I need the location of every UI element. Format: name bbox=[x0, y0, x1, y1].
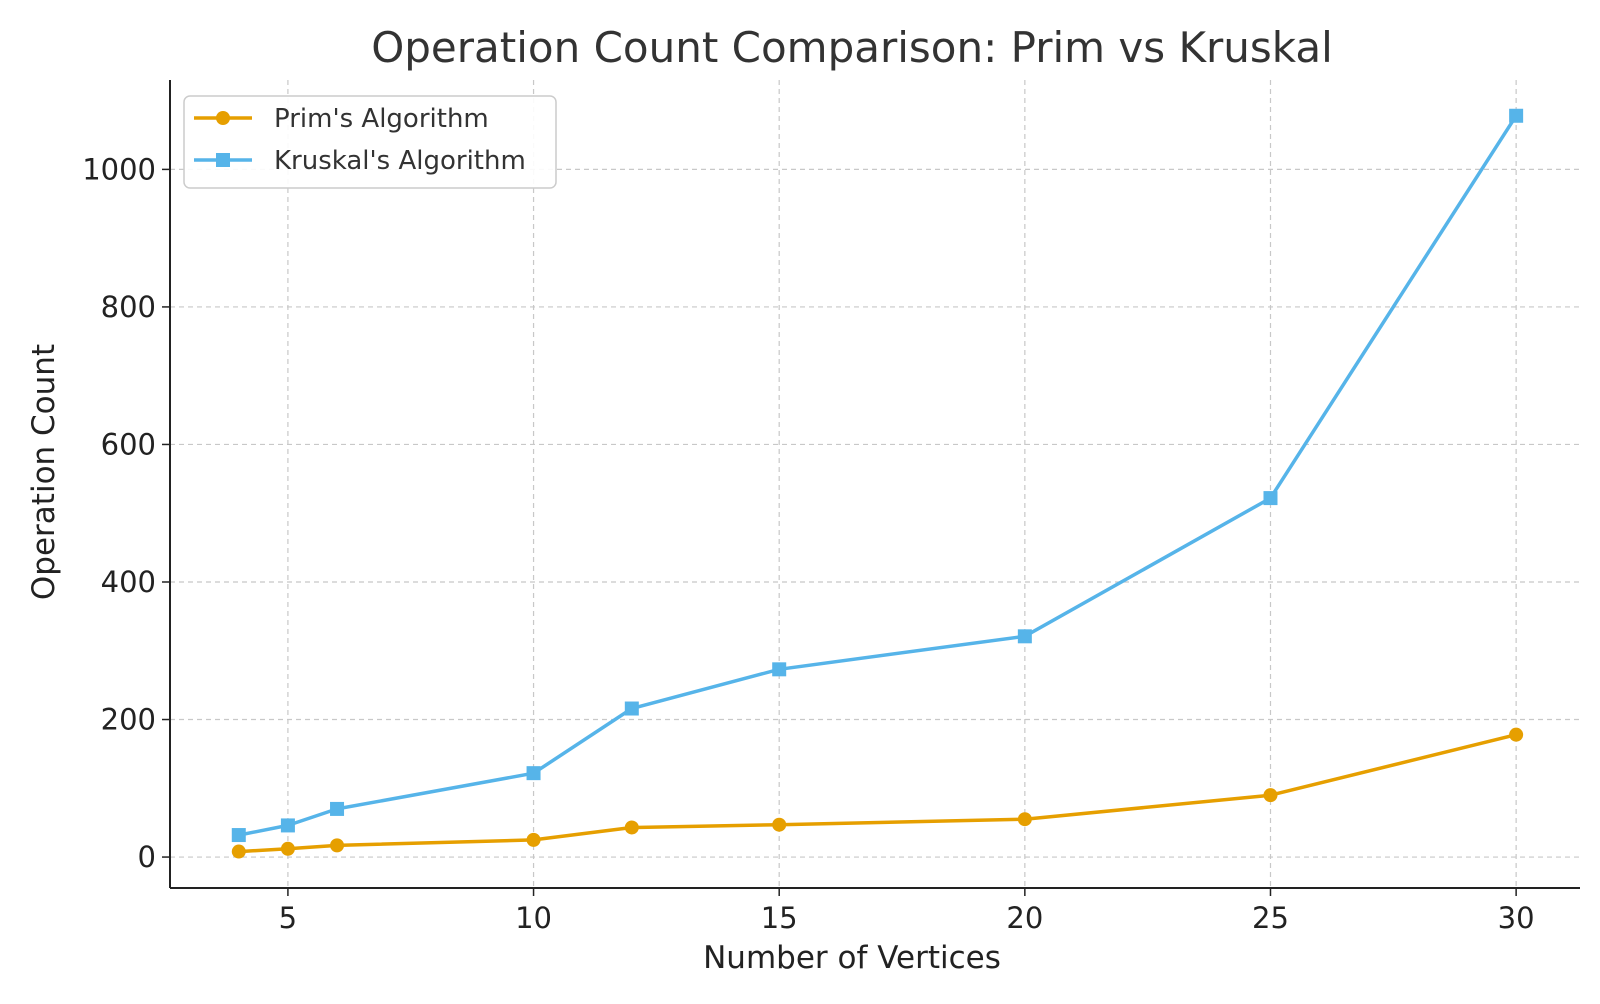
data-point-prim-s-algorithm bbox=[772, 817, 787, 832]
axes bbox=[162, 80, 1580, 896]
legend-frame bbox=[183, 95, 557, 189]
tick-labels: 5 10 15 20 25 30 0 200 400 600 800 1000 bbox=[82, 152, 1534, 935]
data-point-kruskal-s-algorithm bbox=[231, 828, 246, 843]
x-tick-label: 25 bbox=[1252, 901, 1289, 935]
data-point-kruskal-s-algorithm bbox=[772, 662, 787, 677]
y-tick-label: 600 bbox=[101, 427, 156, 461]
legend-marker-kruskal bbox=[216, 153, 230, 167]
data-point-prim-s-algorithm bbox=[1263, 788, 1278, 803]
y-tick-label: 0 bbox=[138, 840, 156, 874]
y-tick-label: 1000 bbox=[82, 152, 156, 186]
x-tick-label: 30 bbox=[1498, 901, 1535, 935]
y-tick-label: 800 bbox=[101, 290, 156, 324]
data-point-kruskal-s-algorithm bbox=[624, 701, 639, 716]
data-point-kruskal-s-algorithm bbox=[330, 801, 345, 816]
x-tick-label: 20 bbox=[1006, 901, 1043, 935]
y-tick-label: 400 bbox=[101, 565, 156, 599]
x-tick-label: 5 bbox=[279, 901, 297, 935]
x-tick-label: 10 bbox=[515, 901, 552, 935]
data-point-kruskal-s-algorithm bbox=[1017, 629, 1032, 644]
data-point-prim-s-algorithm bbox=[231, 844, 246, 859]
x-tick-label: 15 bbox=[761, 901, 798, 935]
data-point-prim-s-algorithm bbox=[1017, 812, 1032, 827]
x-axis-label: Number of Vertices bbox=[703, 940, 1001, 976]
data-point-prim-s-algorithm bbox=[330, 838, 345, 853]
grid-lines bbox=[170, 80, 1580, 888]
legend-marker-prim bbox=[216, 111, 230, 125]
y-axis-label: Operation Count bbox=[26, 344, 62, 600]
series-line-kruskal-s-algorithm bbox=[237, 114, 1518, 837]
legend: Prim's Algorithm Kruskal's Algorithm bbox=[183, 95, 557, 189]
data-point-prim-s-algorithm bbox=[624, 820, 639, 835]
legend-label-kruskal: Kruskal's Algorithm bbox=[274, 146, 526, 176]
data-point-prim-s-algorithm bbox=[526, 832, 541, 847]
data-point-prim-s-algorithm bbox=[280, 841, 295, 856]
chart-title: Operation Count Comparison: Prim vs Krus… bbox=[371, 23, 1333, 72]
data-point-kruskal-s-algorithm bbox=[280, 818, 295, 833]
legend-label-prim: Prim's Algorithm bbox=[274, 104, 489, 134]
data-point-kruskal-s-algorithm bbox=[1509, 108, 1524, 123]
series-lines bbox=[231, 108, 1524, 859]
y-tick-label: 200 bbox=[101, 703, 156, 737]
data-point-kruskal-s-algorithm bbox=[1263, 491, 1278, 506]
data-point-prim-s-algorithm bbox=[1509, 727, 1524, 742]
data-point-kruskal-s-algorithm bbox=[526, 766, 541, 781]
